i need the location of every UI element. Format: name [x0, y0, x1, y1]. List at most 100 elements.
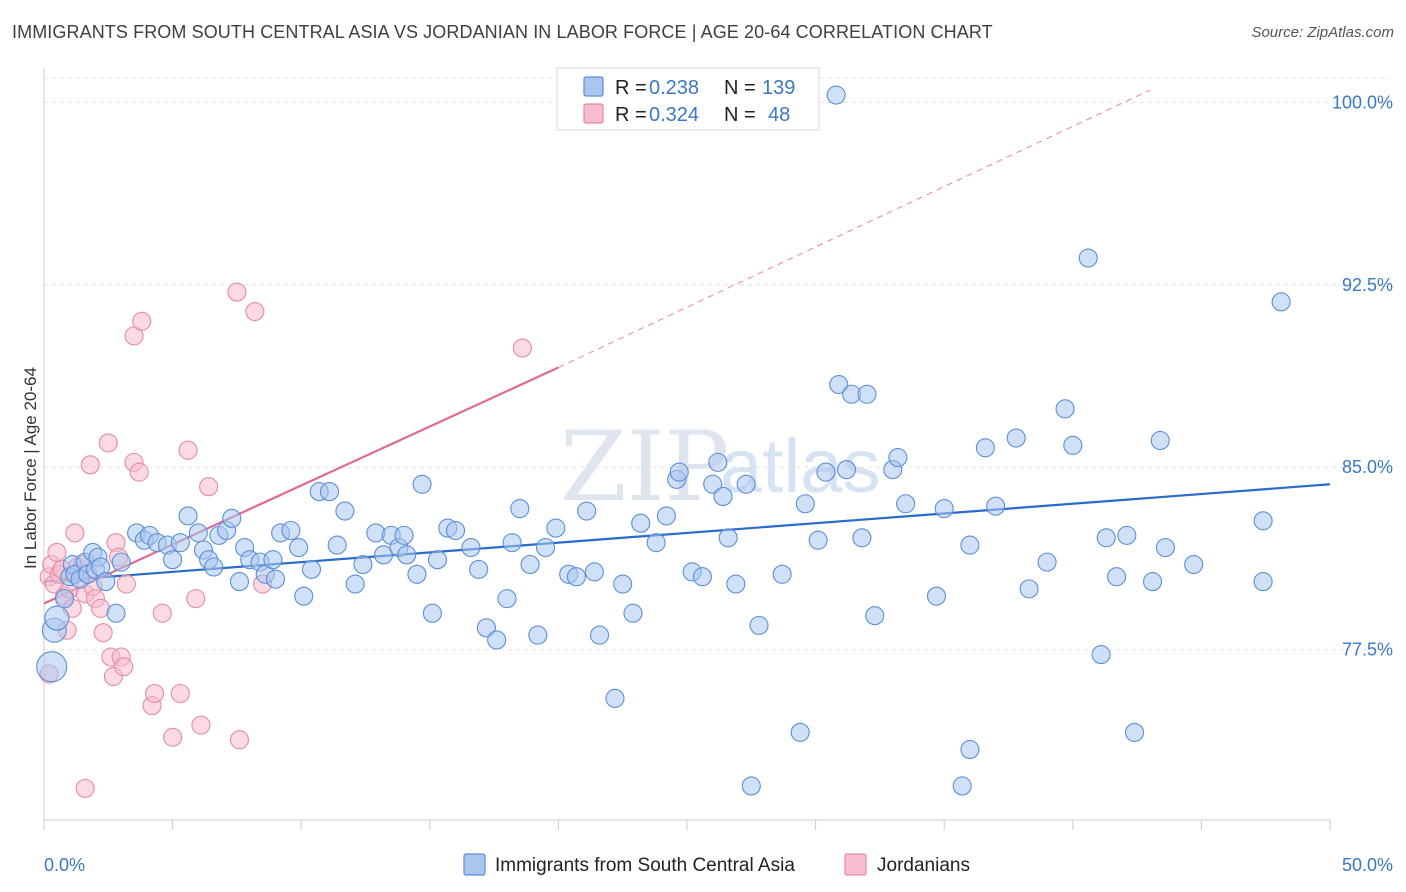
legend-r-value-0: 0.238 — [649, 77, 699, 99]
south-central-asia-point — [188, 523, 208, 543]
south-central-asia-point — [1117, 525, 1137, 545]
south-central-asia-point — [281, 520, 301, 541]
south-central-asia-point — [265, 569, 286, 589]
south-central-asia-point — [1006, 428, 1026, 448]
axes — [43, 68, 1331, 830]
south-central-asia-point — [229, 572, 250, 592]
south-central-asia-point — [736, 474, 756, 494]
jordanians-point — [163, 727, 183, 747]
south-central-asia-point — [469, 559, 489, 579]
south-central-asia-point — [1150, 430, 1170, 451]
south-central-asia-point — [1184, 555, 1204, 575]
bottom-legend-swatch-blue — [463, 853, 486, 876]
south-central-asia-point — [263, 550, 283, 570]
south-central-asia-point — [1124, 722, 1145, 742]
south-central-asia-point — [294, 586, 314, 606]
legend-swatch-pink — [583, 103, 604, 124]
jordanians-point — [116, 574, 136, 594]
south-central-asia-point — [497, 589, 517, 609]
jordanians-point — [152, 603, 172, 623]
south-central-asia-point — [204, 557, 224, 577]
south-central-asia-point — [96, 572, 116, 592]
south-central-asia-point — [345, 574, 365, 594]
south-central-asia-point — [1096, 528, 1116, 548]
south-central-asia-point — [718, 528, 738, 548]
south-central-asia-point — [669, 462, 689, 482]
south-central-asia-point — [852, 528, 872, 548]
legend-swatch-blue — [583, 76, 604, 97]
y-tick-label: 77.5% — [1342, 640, 1393, 660]
south-central-asia-point — [656, 506, 676, 526]
jordanians-point — [80, 455, 100, 475]
jordanians-point — [245, 301, 265, 322]
source-label: Source: ZipAtlas.com — [1251, 24, 1394, 41]
south-central-asia-point — [520, 555, 540, 575]
south-central-asia-point — [44, 605, 70, 631]
south-central-asia-point — [319, 482, 340, 502]
chart-title: IMMIGRANTS FROM SOUTH CENTRAL ASIA VS JO… — [12, 22, 993, 42]
jordanians-point — [98, 433, 118, 453]
south-central-asia-point — [692, 567, 712, 587]
south-central-asia-point — [703, 474, 723, 494]
bottom-legend: Immigrants from South Central Asia Jorda… — [463, 853, 970, 876]
south-central-asia-point — [301, 559, 322, 579]
legend-n-label-0: N = — [724, 77, 756, 99]
south-central-asia-point — [106, 603, 126, 623]
south-central-asia-point — [510, 499, 530, 519]
south-central-asia-point — [1253, 572, 1273, 592]
south-central-asia-point — [397, 545, 417, 565]
y-tick-labels: 77.5% 85.0% 92.5% 100.0% — [1332, 92, 1393, 659]
bottom-legend-label-blue: Immigrants from South Central Asia — [495, 855, 795, 876]
south-central-asia-point — [646, 533, 666, 553]
south-central-asia-point — [327, 535, 347, 555]
jordanians-point — [512, 338, 532, 358]
jordanians-point — [170, 683, 190, 704]
south-central-asia-point — [623, 603, 643, 623]
y-axis-label: In Labor Force | Age 20-64 — [21, 367, 40, 569]
south-central-asia-point — [631, 513, 651, 533]
south-central-asia-point — [502, 533, 522, 553]
south-central-asia-point — [790, 722, 810, 742]
jordanians-point — [65, 523, 85, 543]
jordanians-point — [47, 542, 67, 562]
south-central-asia-point — [829, 374, 849, 395]
south-central-asia-point — [55, 589, 75, 609]
south-central-asia-point — [422, 603, 442, 623]
jordanians-point — [114, 657, 134, 677]
south-central-asia-point — [952, 776, 972, 796]
south-central-asia-point — [960, 535, 980, 555]
jordanians-point — [227, 282, 247, 302]
south-central-asia-point — [1078, 248, 1098, 268]
bottom-legend-swatch-pink — [844, 853, 867, 876]
south-central-asia-point — [566, 567, 586, 587]
legend: R = 0.238 N = 139 R = 0.324 N = 48 — [556, 67, 820, 131]
south-central-asia-point — [836, 460, 857, 480]
south-central-asia-point — [1155, 537, 1175, 558]
south-central-asia-point — [1063, 435, 1083, 455]
south-central-asia-point — [772, 564, 792, 584]
south-central-asia-point — [427, 550, 448, 570]
south-central-asia-point — [476, 618, 496, 638]
south-central-asia-point — [726, 574, 746, 594]
south-central-asia-point — [960, 739, 980, 759]
south-central-asia-point — [1091, 645, 1111, 665]
jordanians-point — [132, 311, 152, 331]
bottom-legend-label-pink: Jordanians — [877, 855, 970, 876]
south-central-asia-point — [1019, 579, 1039, 599]
y-tick-label: 100.0% — [1332, 92, 1393, 112]
south-central-asia-point — [1037, 552, 1057, 572]
south-central-asia-point — [1055, 399, 1075, 419]
south-central-asia-point — [613, 574, 633, 594]
south-central-asia-point — [741, 776, 761, 796]
south-central-asia-point — [289, 537, 309, 558]
south-central-asia-point — [335, 501, 355, 521]
south-central-asia-point — [163, 550, 183, 570]
south-central-asia-point — [577, 501, 597, 521]
legend-r-label-1: R = — [615, 104, 647, 126]
jordanians-point — [75, 778, 95, 798]
south-central-asia-point — [222, 508, 242, 528]
south-central-asia-point — [713, 486, 733, 506]
south-central-asia-point — [986, 496, 1006, 516]
jordanians-point — [191, 715, 211, 735]
legend-n-value-0: 139 — [762, 77, 795, 99]
